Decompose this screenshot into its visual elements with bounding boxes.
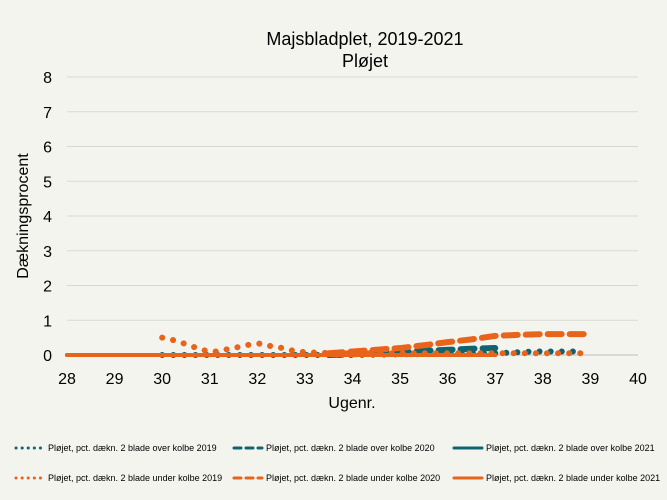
legend-item: Pløjet, pct. dækn. 2 blade under kolbe 2…	[14, 473, 222, 483]
y-axis-label: Dækningsprocent	[15, 153, 32, 279]
legend-swatch	[232, 446, 264, 450]
y-tick-label: 8	[43, 70, 52, 87]
legend-item: Pløjet, pct. dækn. 2 blade over kolbe 20…	[14, 443, 217, 453]
legend-item: Pløjet, pct. dækn. 2 blade under kolbe 2…	[452, 473, 660, 483]
x-tick-label: 30	[153, 371, 171, 388]
x-tick-label: 32	[248, 371, 266, 388]
legend-swatch	[452, 476, 484, 480]
x-tick-label: 28	[58, 371, 76, 388]
legend-item: Pløjet, pct. dækn. 2 blade over kolbe 20…	[232, 443, 435, 453]
legend-label: Pløjet, pct. dækn. 2 blade over kolbe 20…	[266, 443, 435, 453]
x-tick-label: 34	[344, 371, 362, 388]
legend-label: Pløjet, pct. dækn. 2 blade under kolbe 2…	[266, 473, 441, 483]
x-tick-label: 29	[106, 371, 124, 388]
legend-item: Pløjet, pct. dækn. 2 blade over kolbe 20…	[452, 443, 655, 453]
y-tick-label: 5	[43, 174, 52, 191]
legend-swatch	[452, 446, 484, 450]
legend-swatch	[232, 476, 264, 480]
legend-swatch	[14, 476, 46, 480]
y-tick-label: 3	[43, 244, 52, 261]
y-tick-label: 0	[43, 348, 52, 365]
y-tick-label: 7	[43, 105, 52, 122]
legend-item: Pløjet, pct. dækn. 2 blade under kolbe 2…	[232, 473, 440, 483]
x-tick-label: 37	[486, 371, 504, 388]
x-tick-label: 35	[391, 371, 409, 388]
y-tick-label: 4	[43, 209, 52, 226]
x-tick-label: 31	[201, 371, 219, 388]
legend-label: Pløjet, pct. dækn. 2 blade under kolbe 2…	[48, 473, 223, 483]
legend-label: Pløjet, pct. dækn. 2 blade over kolbe 20…	[486, 443, 655, 453]
x-tick-label: 36	[439, 371, 457, 388]
x-axis-label: Ugenr.	[328, 395, 375, 412]
chart-title: Majsbladplet, 2019-2021	[266, 29, 463, 49]
y-tick-label: 2	[43, 279, 52, 296]
y-tick-label: 1	[43, 313, 52, 330]
series-line-5	[325, 331, 594, 357]
x-tick-label: 33	[296, 371, 314, 388]
legend-label: Pløjet, pct. dækn. 2 blade under kolbe 2…	[486, 473, 661, 483]
chart-subtitle: Pløjet	[342, 51, 388, 71]
legend-label: Pløjet, pct. dækn. 2 blade over kolbe 20…	[48, 443, 217, 453]
x-tick-label: 38	[534, 371, 552, 388]
legend-swatch	[14, 446, 46, 450]
x-tick-label: 39	[582, 371, 600, 388]
x-tick-label: 40	[629, 371, 647, 388]
y-tick-label: 6	[43, 140, 52, 157]
